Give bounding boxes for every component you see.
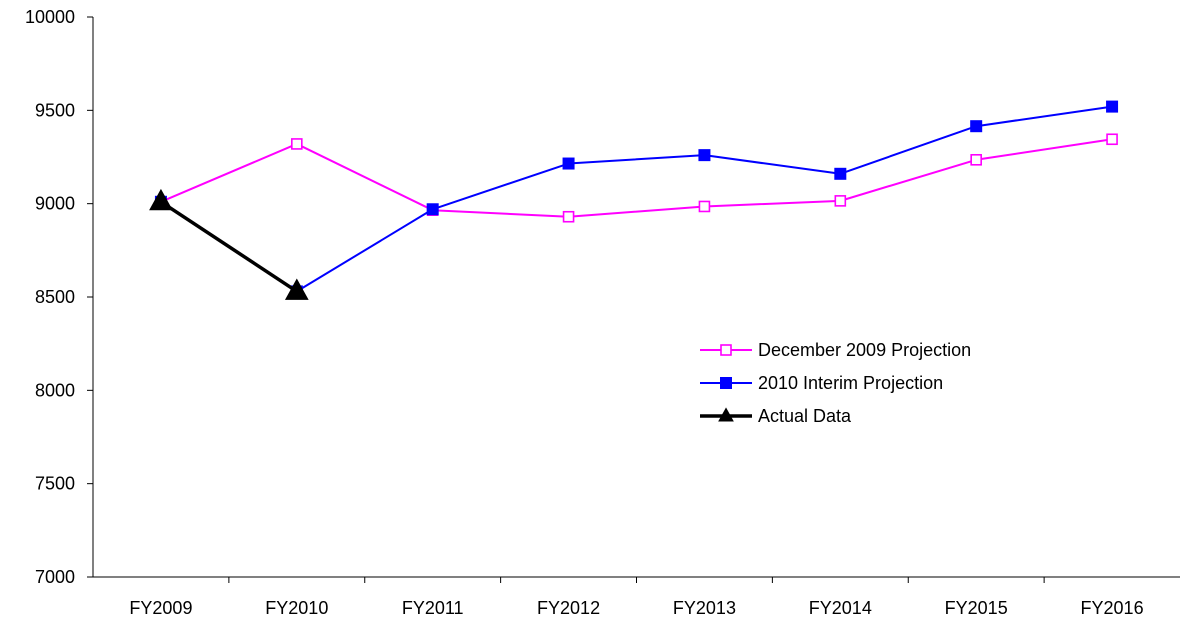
y-tick-label: 9000 [35, 194, 75, 214]
legend-item: December 2009 Projection [700, 340, 971, 360]
x-tick-label: FY2016 [1081, 598, 1144, 618]
legend-label: 2010 Interim Projection [758, 373, 943, 393]
legend-label: Actual Data [758, 406, 852, 426]
data-point [698, 149, 711, 162]
legend-label: December 2009 Projection [758, 340, 971, 360]
legend-marker [718, 407, 734, 422]
data-point [426, 203, 439, 216]
x-tick-label: FY2009 [129, 598, 192, 618]
series-0 [155, 133, 1118, 223]
data-point [698, 200, 711, 213]
series-layer [149, 100, 1119, 300]
data-point [970, 120, 983, 133]
series-1 [154, 100, 1119, 298]
y-tick-label: 10000 [25, 7, 75, 27]
data-point [149, 188, 173, 211]
data-point [291, 138, 303, 150]
series-2 [149, 188, 309, 300]
data-point [1106, 133, 1118, 146]
data-point [562, 157, 575, 170]
legend-marker [720, 344, 732, 356]
series-line [160, 138, 1113, 218]
data-point [284, 278, 309, 300]
y-tick-label: 9500 [35, 100, 75, 120]
x-tick-label: FY2014 [809, 598, 872, 618]
x-tick-label: FY2012 [537, 598, 600, 618]
y-tick-label: 8000 [35, 380, 75, 400]
legend-item: 2010 Interim Projection [700, 373, 943, 393]
x-tick-label: FY2011 [402, 598, 464, 618]
y-tick-label: 8500 [35, 287, 75, 307]
x-tick-label: FY2015 [945, 598, 1008, 618]
axes: 7000 7500 8000 8500 9000 9500 10000 FY2009 FY201… [25, 7, 1180, 618]
data-point [834, 195, 847, 207]
data-point [1106, 100, 1119, 113]
data-point [562, 210, 575, 223]
legend-marker [720, 377, 732, 389]
series-line [160, 105, 1113, 293]
data-point [970, 154, 982, 166]
y-tick-label: 7500 [35, 474, 75, 494]
legend: December 2009 Projection 2010 Interim Pro… [700, 340, 971, 426]
legend-item: Actual Data [700, 406, 852, 426]
x-tick-label: FY2013 [673, 598, 736, 618]
y-tick-label: 7000 [35, 567, 75, 587]
data-point [834, 167, 847, 180]
x-tick-label: FY2010 [265, 598, 328, 618]
series-line [159, 200, 298, 293]
